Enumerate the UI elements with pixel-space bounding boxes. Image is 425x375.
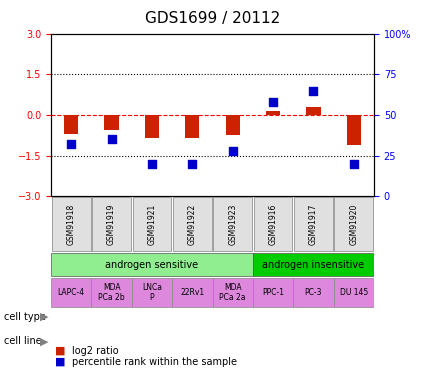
Bar [105,115,119,130]
Text: androgen insensitive: androgen insensitive [262,260,365,270]
Text: ■: ■ [55,357,66,367]
FancyBboxPatch shape [334,197,373,251]
Text: GDS1699 / 20112: GDS1699 / 20112 [145,11,280,26]
Point [189,160,196,166]
Text: ■: ■ [55,346,66,355]
Text: MDA
PCa 2b: MDA PCa 2b [98,283,125,302]
Point [108,136,115,142]
Text: LNCa
P: LNCa P [142,283,162,302]
Text: GSM91916: GSM91916 [269,203,278,244]
Point [350,160,357,166]
Point [149,160,156,166]
Text: 22Rv1: 22Rv1 [180,288,204,297]
Bar [185,115,199,138]
FancyBboxPatch shape [52,197,91,251]
Point [310,88,317,94]
Text: percentile rank within the sample: percentile rank within the sample [72,357,237,367]
FancyBboxPatch shape [253,253,374,276]
Text: GSM91921: GSM91921 [147,203,156,244]
Text: GSM91923: GSM91923 [228,203,237,244]
FancyBboxPatch shape [293,278,334,307]
Bar [64,115,78,134]
Bar [266,111,280,115]
FancyBboxPatch shape [294,197,333,251]
Bar [226,115,240,135]
Text: PPC-1: PPC-1 [262,288,284,297]
Point [68,141,75,147]
Text: cell line: cell line [4,336,42,346]
FancyBboxPatch shape [51,278,91,307]
Text: cell type: cell type [4,312,46,322]
Text: androgen sensitive: androgen sensitive [105,260,198,270]
Text: GSM91918: GSM91918 [67,203,76,244]
Text: DU 145: DU 145 [340,288,368,297]
Text: GSM91920: GSM91920 [349,203,358,244]
Text: LAPC-4: LAPC-4 [58,288,85,297]
Text: MDA
PCa 2a: MDA PCa 2a [219,283,246,302]
FancyBboxPatch shape [212,278,253,307]
Bar [306,107,320,115]
FancyBboxPatch shape [213,197,252,251]
Bar [347,115,361,145]
FancyBboxPatch shape [132,278,172,307]
Text: GSM91922: GSM91922 [188,203,197,244]
FancyBboxPatch shape [51,253,253,276]
Text: GSM91919: GSM91919 [107,203,116,244]
FancyBboxPatch shape [172,278,212,307]
FancyBboxPatch shape [173,197,212,251]
FancyBboxPatch shape [334,278,374,307]
FancyBboxPatch shape [133,197,171,251]
FancyBboxPatch shape [254,197,292,251]
Text: ▶: ▶ [40,312,49,322]
Text: GSM91917: GSM91917 [309,203,318,244]
FancyBboxPatch shape [92,197,131,251]
Point [269,99,276,105]
Text: ▶: ▶ [40,336,49,346]
Bar [145,115,159,138]
Text: log2 ratio: log2 ratio [72,346,119,355]
FancyBboxPatch shape [91,278,132,307]
FancyBboxPatch shape [253,278,293,307]
Text: PC-3: PC-3 [305,288,322,297]
Point [230,148,236,154]
